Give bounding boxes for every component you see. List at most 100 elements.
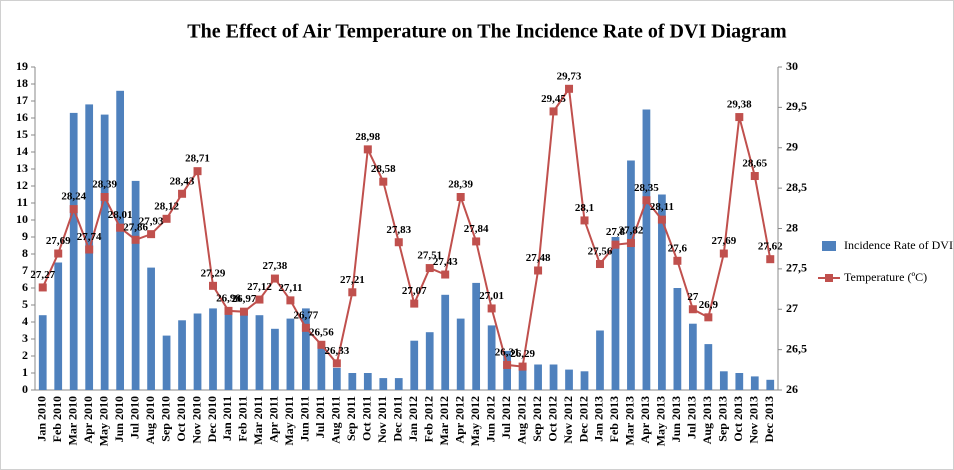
x-tick-label: Feb 2011 <box>236 396 250 442</box>
x-tick-label: Nov 2013 <box>747 396 761 444</box>
line-marker <box>255 295 264 304</box>
bar <box>704 344 713 390</box>
line-marker <box>441 270 450 279</box>
bar <box>580 371 589 390</box>
data-label: 28,58 <box>371 163 396 175</box>
line-marker <box>410 299 419 308</box>
x-tick-label: Sep 2012 <box>530 396 544 442</box>
x-tick-label: May 2012 <box>468 396 482 446</box>
line-marker <box>626 239 635 248</box>
line-marker <box>503 360 512 369</box>
line-marker <box>224 306 233 315</box>
bar <box>286 318 295 390</box>
data-label: 29,45 <box>541 93 566 105</box>
bar <box>209 308 217 390</box>
line-marker <box>131 235 140 244</box>
data-label: 28,1 <box>575 202 594 214</box>
bar <box>302 308 310 390</box>
bar <box>425 332 434 390</box>
data-label: 27,12 <box>247 281 272 293</box>
x-tick-label: Sep 2010 <box>158 396 172 442</box>
x-tick-label: Jun 2011 <box>298 396 312 442</box>
data-label: 26,29 <box>510 348 535 360</box>
x-tick-label: Apr 2013 <box>638 396 652 443</box>
line-marker <box>209 281 218 290</box>
x-tick-label: Jun 2010 <box>112 396 126 442</box>
x-tick-label: Jan 2012 <box>406 396 420 442</box>
line-marker <box>456 193 465 202</box>
x-tick-label: Dec 2013 <box>762 396 776 442</box>
x-tick-label: Apr 2012 <box>452 396 466 443</box>
x-tick-label: Nov 2012 <box>561 396 575 444</box>
x-tick-label: Nov 2011 <box>375 396 389 443</box>
line-marker <box>472 237 481 246</box>
y2-tick-label: 28 <box>786 220 798 234</box>
data-label: 27,62 <box>758 241 783 253</box>
y2-tick-label: 26,5 <box>786 341 807 355</box>
y-tick-label: 7 <box>22 263 28 277</box>
data-label: 27 <box>687 291 699 303</box>
data-label: 27,01 <box>479 290 504 302</box>
line-marker <box>565 84 574 93</box>
line-marker <box>642 196 651 205</box>
data-label: 27,69 <box>711 235 736 247</box>
data-label: 28,12 <box>154 200 179 212</box>
bar <box>131 180 140 390</box>
bar <box>658 194 666 390</box>
bar <box>379 378 388 390</box>
bar <box>596 330 604 390</box>
data-label: 28,71 <box>185 153 210 165</box>
data-label: 27,8 <box>606 226 626 238</box>
y-tick-label: 10 <box>16 212 28 226</box>
line-marker <box>363 145 372 154</box>
data-label: 27,11 <box>278 282 302 294</box>
data-label: 27,51 <box>417 250 442 262</box>
bar <box>719 371 728 390</box>
bar <box>735 373 744 390</box>
bar <box>317 347 326 390</box>
line-marker <box>239 307 248 316</box>
x-tick-label: Sep 2013 <box>716 396 730 442</box>
line-marker <box>580 216 589 225</box>
x-tick-label: Dec 2012 <box>576 396 590 442</box>
bar <box>54 262 63 390</box>
bar <box>688 323 697 390</box>
data-label: 28,39 <box>448 179 473 191</box>
data-label: 28,24 <box>61 191 86 203</box>
bar <box>766 379 775 390</box>
bar <box>441 294 450 390</box>
data-label: 27,07 <box>402 285 427 297</box>
line-marker <box>348 288 357 297</box>
data-label: 26,33 <box>324 345 349 357</box>
line-marker <box>38 283 47 292</box>
bar <box>611 237 620 390</box>
line-marker <box>100 193 109 202</box>
y2-tick-label: 27 <box>786 301 798 315</box>
line-marker <box>673 256 682 265</box>
line-marker <box>487 304 496 313</box>
y-tick-label: 4 <box>22 314 28 328</box>
x-tick-label: Apr 2010 <box>81 396 95 443</box>
bar <box>518 369 527 390</box>
x-tick-label: Jun 2013 <box>669 396 683 442</box>
line-marker <box>301 323 310 332</box>
data-label: 29,73 <box>557 70 582 82</box>
bar <box>750 376 759 390</box>
x-tick-label: Oct 2012 <box>545 396 559 442</box>
x-tick-label: Jul 2013 <box>685 396 699 439</box>
bar <box>332 367 341 390</box>
x-tick-label: Mar 2013 <box>623 396 637 445</box>
line-marker <box>394 238 403 247</box>
x-tick-label: Jan 2010 <box>34 396 48 442</box>
x-tick-label: May 2010 <box>96 396 110 446</box>
bar <box>456 318 465 390</box>
data-label: 26,31 <box>495 346 520 358</box>
x-tick-label: Mar 2011 <box>251 396 265 445</box>
y-tick-label: 13 <box>16 161 28 175</box>
bar <box>549 364 558 390</box>
x-tick-label: Apr 2011 <box>267 396 281 443</box>
data-label: 27,84 <box>464 223 489 235</box>
x-tick-label: Mar 2012 <box>437 396 451 445</box>
line-marker <box>116 223 125 232</box>
line-marker <box>595 260 604 269</box>
